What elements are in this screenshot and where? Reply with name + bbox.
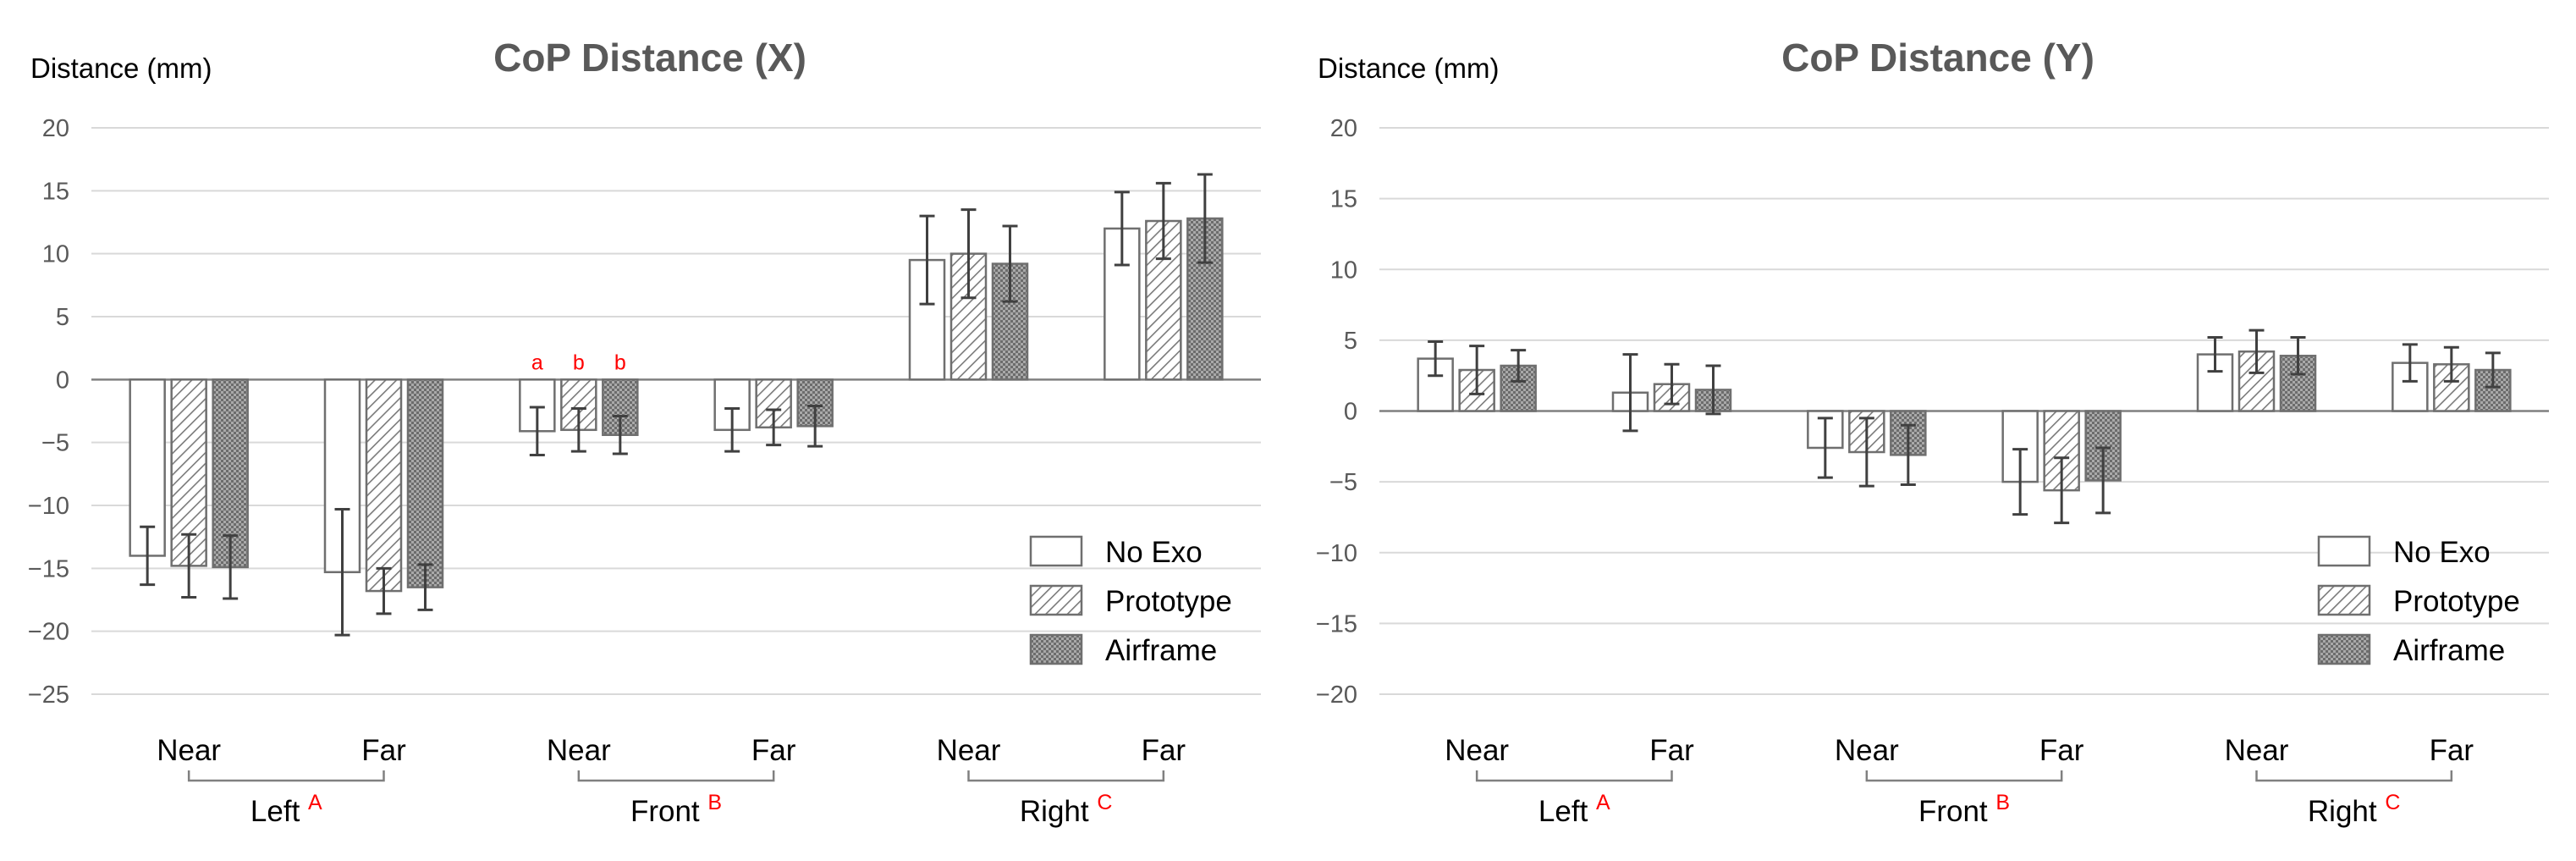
y-tick-label: −25 (28, 682, 69, 709)
y-axis-label: Distance (mm) (1318, 52, 1500, 84)
x-category-label: Near (547, 734, 611, 767)
group-name: Left (250, 795, 308, 828)
legend-label: Airframe (2393, 634, 2505, 667)
legend: No Exo Prototype Airframe (1029, 535, 1232, 667)
significance-letter: a (531, 350, 543, 374)
group-letter: A (308, 791, 322, 814)
group-name: Left (1538, 795, 1596, 828)
group-bracket (1865, 770, 2063, 782)
legend: No Exo Prototype Airframe (2317, 535, 2520, 667)
y-tick-label: 20 (42, 115, 69, 142)
y-tick-label: −10 (28, 493, 69, 520)
y-axis-label: Distance (mm) (30, 52, 212, 84)
group-label: Right C (2308, 791, 2401, 828)
y-tick-label: 15 (42, 178, 69, 205)
x-category-label: Far (2430, 734, 2474, 767)
y-tick-label: 5 (56, 304, 69, 331)
x-category-label: Far (2039, 734, 2084, 767)
y-tick-label: 20 (1330, 115, 1357, 142)
bar-prototype-6 (2433, 363, 2470, 412)
chart-title: CoP Distance (X) (493, 36, 806, 80)
group-bracket (1475, 770, 1673, 782)
legend-label: Airframe (1105, 634, 1217, 667)
group-name: Front (630, 795, 707, 828)
x-category-label: Far (751, 734, 796, 767)
group-bracket (187, 770, 385, 782)
legend-swatch (1029, 584, 1083, 616)
group-bracket (2255, 770, 2453, 782)
significance-letter: b (573, 350, 585, 374)
legend-swatch (2317, 584, 2371, 616)
legend-swatch (2317, 633, 2371, 665)
group-letter: A (1596, 791, 1610, 814)
legend-label: Prototype (2393, 585, 2520, 618)
chart-panel-1: CoP Distance (X) Distance (mm) 20 15 10 5 0 −5 −… (28, 36, 1261, 828)
x-category-label: Near (2225, 734, 2289, 767)
legend-swatch (1029, 535, 1083, 567)
y-tick-label: 10 (42, 241, 69, 268)
legend-label: No Exo (1105, 536, 1203, 569)
bar-airframe-2 (406, 378, 444, 588)
y-tick-label: 0 (1344, 399, 1357, 426)
group-letter: B (1995, 791, 2010, 814)
y-tick-label: −15 (1316, 610, 1357, 637)
y-tick-label: −10 (1316, 540, 1357, 567)
x-category-label: Near (157, 734, 221, 767)
y-tick-label: −5 (1329, 469, 1357, 496)
group-label: Front B (630, 791, 722, 828)
group-letter: C (1097, 791, 1112, 814)
x-category-label: Far (361, 734, 406, 767)
legend-label: No Exo (2393, 536, 2491, 569)
group-letter: C (2385, 791, 2400, 814)
group-name: Right (2308, 795, 2385, 828)
y-tick-label: −15 (28, 555, 69, 582)
legend-swatch (1029, 633, 1083, 665)
y-tick-label: 10 (1330, 257, 1357, 284)
group-name: Right (1020, 795, 1097, 828)
legend-label: Prototype (1105, 585, 1232, 618)
y-tick-label: 0 (56, 367, 69, 394)
group-bracket (967, 770, 1165, 782)
x-category-label: Near (937, 734, 1001, 767)
group-label: Right C (1020, 791, 1113, 828)
y-tick-label: −20 (28, 619, 69, 646)
y-tick-label: 15 (1330, 186, 1357, 213)
y-tick-label: −5 (41, 430, 69, 457)
group-label: Left A (1538, 791, 1610, 828)
group-letter: B (707, 791, 722, 814)
y-tick-label: −20 (1316, 682, 1357, 709)
bar-airframe-6 (1186, 217, 1224, 381)
bar-prototype-5 (949, 252, 988, 381)
group-name: Front (1918, 795, 1995, 828)
bar-prototype-2 (365, 378, 403, 593)
y-tick-label: 5 (1344, 328, 1357, 355)
group-label: Left A (250, 791, 322, 828)
x-category-label: Near (1445, 734, 1509, 767)
chart-panel-2: CoP Distance (Y) Distance (mm) 20 15 10 5 0 −5 −… (1316, 36, 2549, 828)
x-category-label: Far (1142, 734, 1186, 767)
x-category-label: Far (1649, 734, 1694, 767)
group-label: Front B (1918, 791, 2010, 828)
x-category-label: Near (1835, 734, 1899, 767)
chart-title: CoP Distance (Y) (1781, 36, 2094, 80)
group-bracket (577, 770, 775, 782)
significance-letter: b (614, 350, 626, 374)
legend-swatch (2317, 535, 2371, 567)
